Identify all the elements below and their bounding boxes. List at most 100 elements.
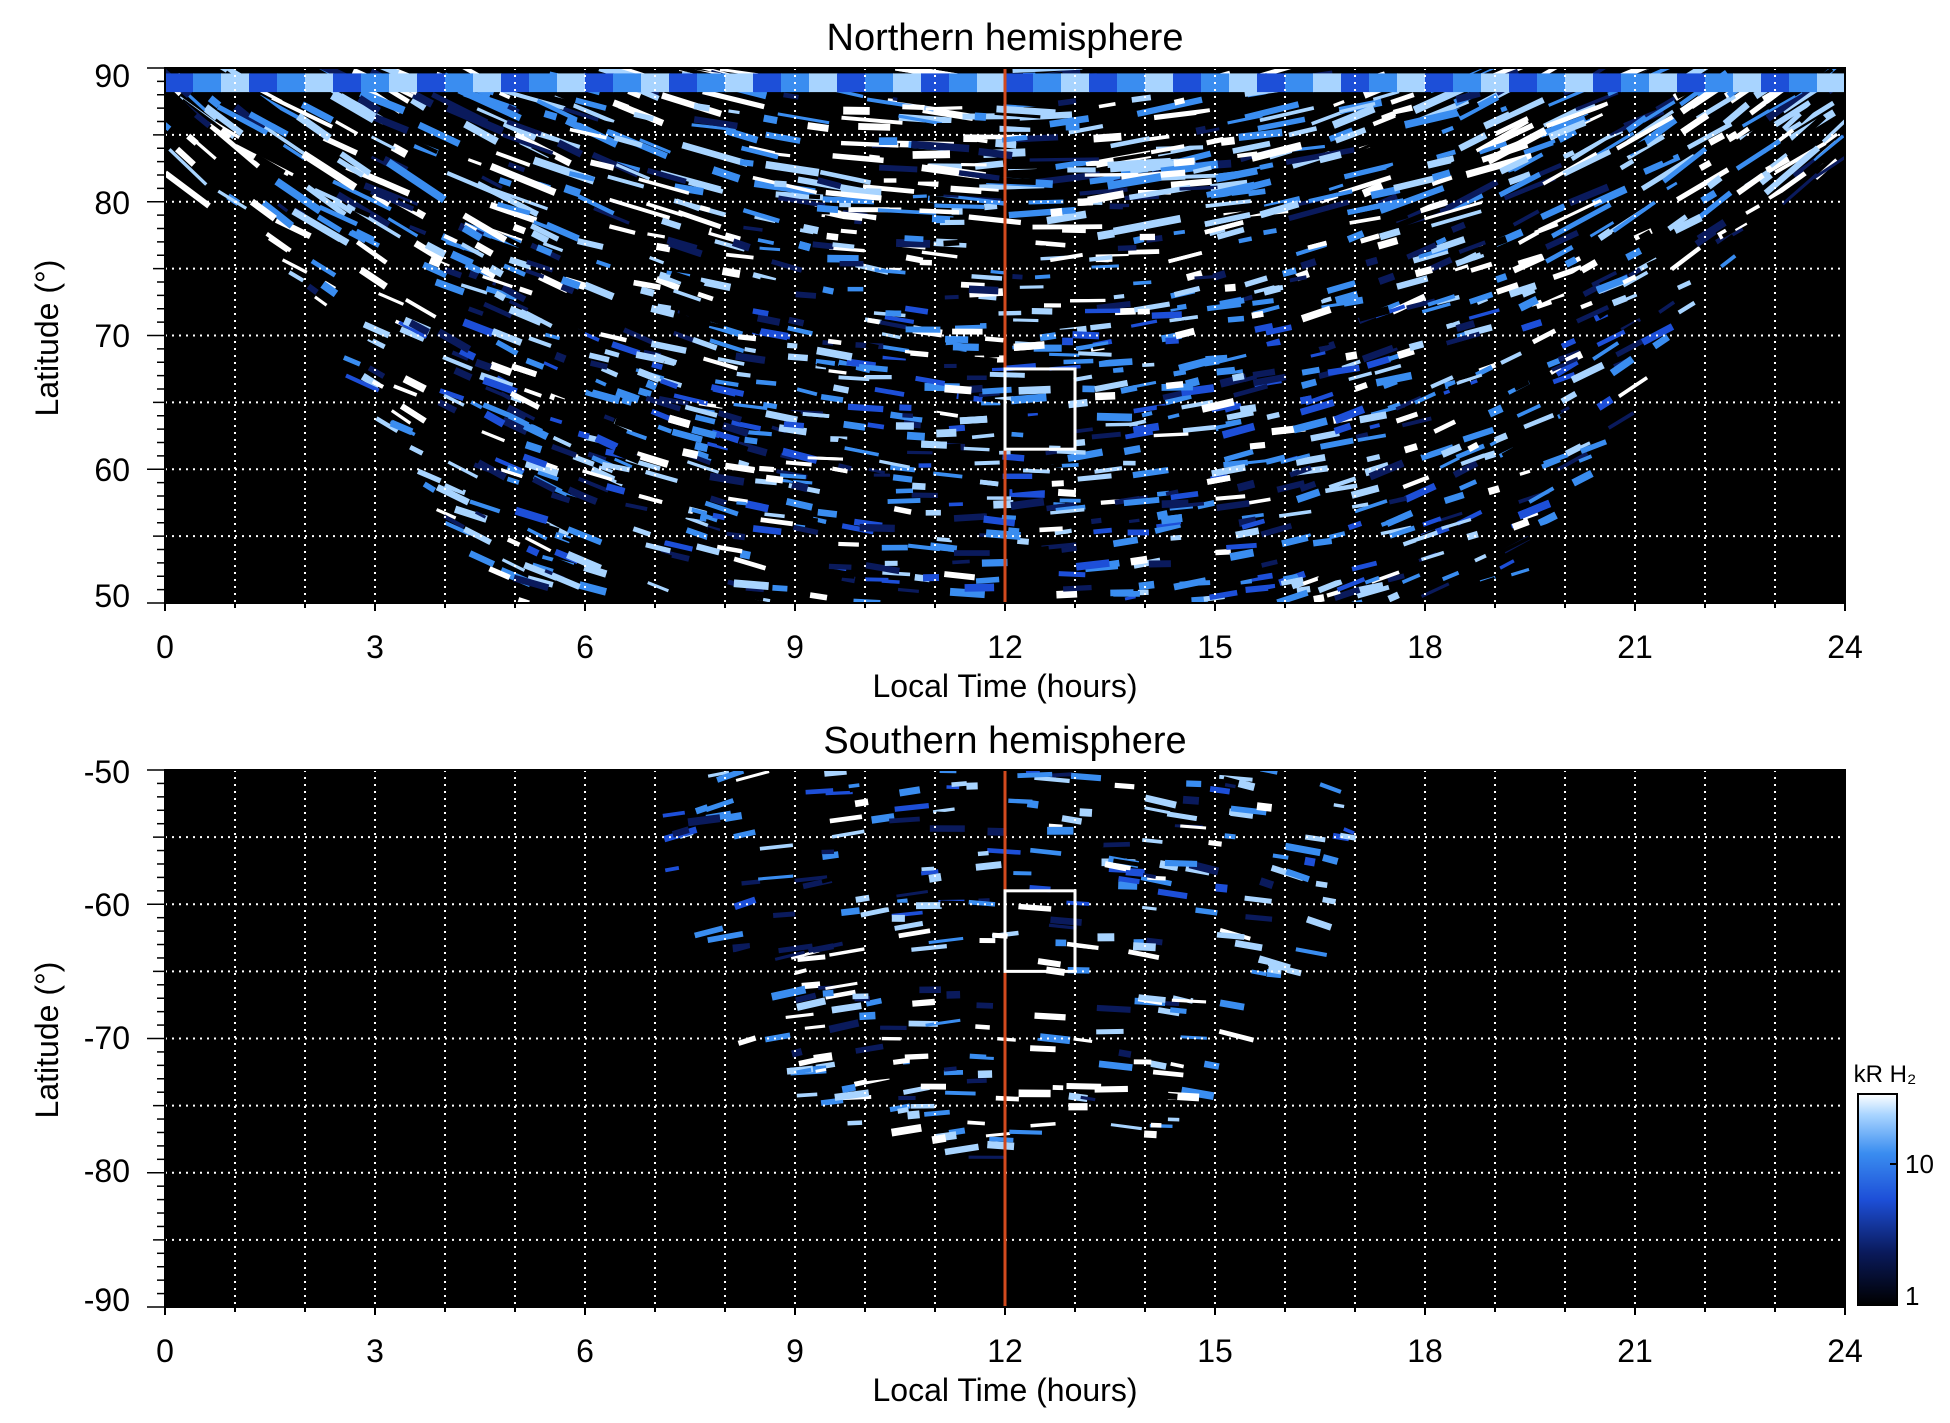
emission-streak <box>986 120 1032 128</box>
emission-streak <box>716 770 745 783</box>
emission-streak <box>1482 253 1518 275</box>
south-xtick-0: 0 <box>156 1333 174 1369</box>
emission-streak <box>1658 300 1676 314</box>
emission-streak <box>1001 134 1028 143</box>
south-emission-map <box>658 770 1358 1159</box>
emission-streak <box>1546 357 1561 368</box>
emission-streak <box>371 193 390 207</box>
emission-streak <box>1067 448 1104 463</box>
emission-streak <box>865 577 889 582</box>
emission-streak <box>1531 434 1558 450</box>
emission-streak <box>1436 149 1456 160</box>
emission-streak <box>1118 1049 1132 1058</box>
emission-streak <box>929 825 965 832</box>
emission-streak <box>1132 422 1160 435</box>
emission-streak <box>1237 779 1256 791</box>
emission-streak <box>1280 576 1304 586</box>
emission-streak <box>931 1008 966 1020</box>
emission-streak <box>1096 1028 1124 1035</box>
emission-streak <box>1501 481 1518 494</box>
emission-streak <box>1113 294 1125 300</box>
emission-streak <box>589 159 615 171</box>
emission-streak <box>1136 96 1203 117</box>
emission-streak <box>1165 381 1184 390</box>
emission-streak <box>1029 1045 1056 1053</box>
emission-streak <box>690 329 716 339</box>
emission-streak <box>1219 774 1253 782</box>
emission-streak <box>1468 308 1500 320</box>
emission-streak <box>819 169 872 185</box>
polar-cap-segment <box>669 73 698 93</box>
polar-cap-segment <box>333 73 362 93</box>
emission-streak <box>920 869 939 876</box>
emission-streak <box>1118 875 1140 885</box>
emission-streak <box>496 201 531 216</box>
emission-streak <box>1252 298 1274 306</box>
emission-streak <box>1438 511 1463 523</box>
emission-streak <box>1013 318 1039 323</box>
emission-streak <box>687 551 703 563</box>
emission-streak <box>1736 172 1765 196</box>
emission-streak <box>1235 527 1260 539</box>
emission-streak <box>1049 352 1080 357</box>
emission-streak <box>1268 585 1288 597</box>
emission-streak <box>1179 185 1218 191</box>
north-panel: Northern hemisphere 0 3 6 9 12 15 18 21 … <box>29 17 1863 704</box>
polar-cap-segment <box>277 73 306 93</box>
emission-streak <box>1230 805 1267 816</box>
emission-streak <box>796 997 827 1011</box>
emission-streak <box>1266 338 1281 349</box>
emission-streak <box>595 259 611 269</box>
emission-streak <box>787 93 848 113</box>
emission-streak <box>1578 454 1593 463</box>
emission-streak <box>1193 260 1212 270</box>
emission-streak <box>958 170 1000 181</box>
emission-streak <box>1049 115 1090 128</box>
emission-streak <box>981 558 1008 567</box>
emission-streak <box>338 292 362 308</box>
emission-streak <box>537 470 559 482</box>
emission-streak <box>1345 599 1363 603</box>
emission-streak <box>640 286 655 297</box>
emission-streak <box>778 424 807 436</box>
emission-streak <box>799 228 814 235</box>
emission-streak <box>693 116 738 130</box>
emission-streak <box>1185 270 1203 282</box>
emission-streak <box>975 1024 990 1030</box>
south-xtick-15: 15 <box>1197 1333 1233 1369</box>
emission-streak <box>877 344 910 353</box>
emission-streak <box>1107 173 1162 190</box>
emission-streak <box>536 244 553 257</box>
emission-streak <box>801 981 821 990</box>
emission-streak <box>1523 139 1557 156</box>
south-ytick-m90: -90 <box>84 1282 130 1318</box>
emission-streak <box>681 448 699 460</box>
emission-streak <box>742 207 780 224</box>
emission-streak <box>371 379 385 389</box>
emission-streak <box>1169 471 1201 479</box>
emission-streak <box>1697 190 1733 221</box>
emission-streak <box>1110 589 1134 597</box>
emission-streak <box>560 276 581 290</box>
emission-streak <box>1667 214 1688 232</box>
emission-streak <box>1351 502 1369 509</box>
emission-streak <box>1062 584 1092 592</box>
emission-streak <box>1259 106 1315 123</box>
emission-streak <box>1018 903 1052 912</box>
emission-streak <box>547 295 572 306</box>
emission-streak <box>1234 361 1262 371</box>
emission-streak <box>745 981 772 989</box>
emission-streak <box>1333 99 1345 108</box>
emission-streak <box>1519 469 1531 476</box>
emission-streak <box>389 419 414 436</box>
emission-streak <box>1098 358 1133 368</box>
emission-streak <box>582 469 613 482</box>
emission-streak <box>893 505 912 515</box>
emission-streak <box>1162 390 1185 401</box>
emission-streak <box>974 160 1004 170</box>
emission-streak <box>848 840 884 848</box>
emission-streak <box>352 115 406 146</box>
emission-streak <box>1128 518 1140 524</box>
emission-streak <box>987 1140 1015 1151</box>
emission-streak <box>1070 298 1106 303</box>
